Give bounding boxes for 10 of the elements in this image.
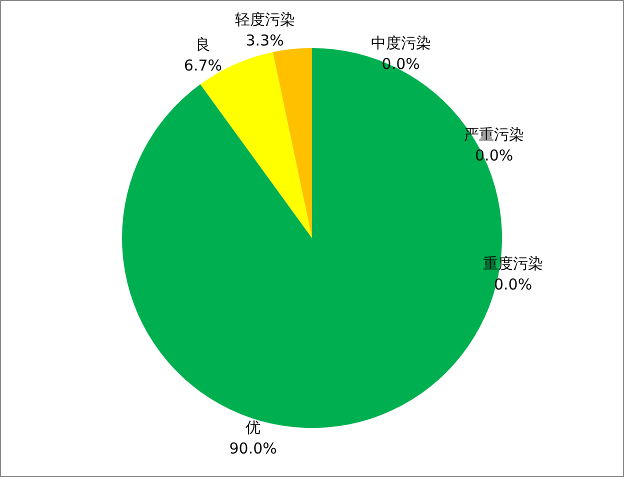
data-label: 90.0%: [229, 440, 277, 458]
text: 0.0%: [494, 276, 532, 294]
slice-label: 良: [195, 35, 210, 54]
slice-label: 轻度污染: [234, 10, 295, 29]
text: 0.0%: [382, 55, 420, 74]
data-label: 3.3%: [246, 32, 284, 50]
data-label: 6.7%: [184, 56, 222, 74]
pie-slice: [272, 48, 312, 238]
category-label: 中度污染: [370, 34, 431, 52]
slice-label: 优: [246, 418, 261, 437]
